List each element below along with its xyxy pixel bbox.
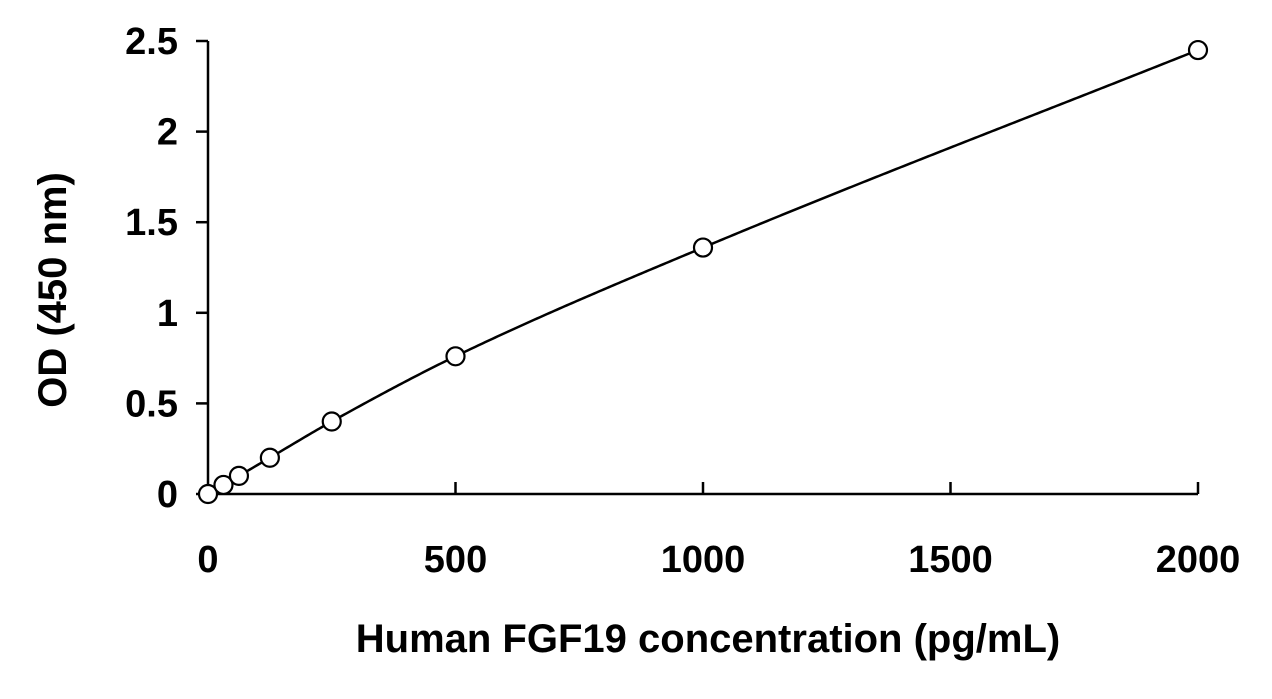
- x-tick-label: 1500: [908, 539, 993, 581]
- y-tick-label: 2.5: [125, 21, 178, 63]
- data-point: [213, 474, 234, 496]
- x-tick-label: 1000: [661, 539, 746, 581]
- x-tick-label: 500: [424, 539, 487, 581]
- fit-curve-line: [207, 48, 1199, 496]
- y-tick-label: 1.5: [125, 202, 178, 244]
- data-point: [197, 483, 219, 505]
- data-points: [197, 39, 1209, 505]
- data-point: [259, 447, 280, 468]
- x-tick-labels: 0 500 1000 1500 2000: [197, 539, 1240, 581]
- y-tick-label: 0.5: [125, 383, 178, 425]
- data-point: [228, 465, 250, 486]
- fit-curve-group: [207, 48, 1199, 496]
- y-tick-labels: 0 0.5 1 1.5 2 2.5: [125, 21, 178, 516]
- y-axis-title: OD (450 nm): [31, 172, 75, 408]
- y-tick-label: 0: [157, 474, 178, 516]
- y-tick-label: 2: [157, 112, 178, 154]
- data-point: [321, 411, 342, 432]
- x-tick-label: 0: [197, 539, 218, 581]
- x-axis-title: Human FGF19 concentration (pg/mL): [356, 617, 1060, 661]
- data-point: [445, 346, 466, 367]
- y-tick-label: 1: [157, 293, 178, 335]
- data-point: [1187, 39, 1209, 61]
- data-point: [692, 237, 714, 258]
- axes: [196, 39, 1200, 496]
- x-tick-label: 2000: [1156, 539, 1241, 581]
